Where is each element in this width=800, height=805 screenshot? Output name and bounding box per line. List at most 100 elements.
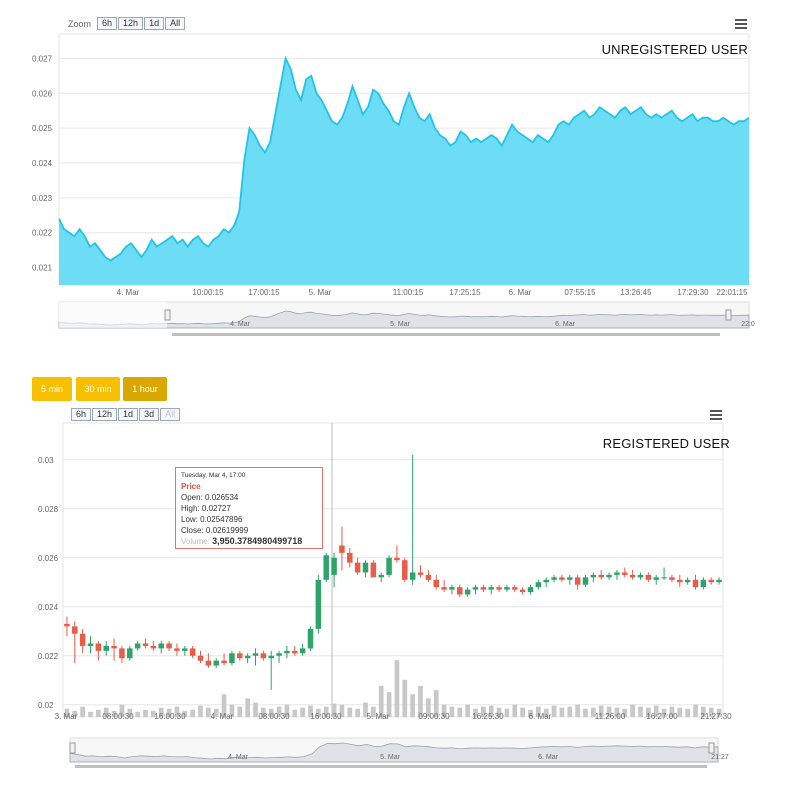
candle-up — [268, 655, 274, 659]
hamburger-menu-icon[interactable] — [710, 410, 722, 420]
candle-up — [103, 645, 109, 651]
zoom-1d-button[interactable]: 1d — [144, 17, 165, 30]
candle-up — [535, 582, 542, 588]
volume-bar — [559, 707, 565, 717]
volume-bar — [598, 705, 604, 717]
candle-up — [323, 555, 329, 580]
unregistered-user-label: UNREGISTERED USER — [601, 42, 748, 57]
top-x-tick-label: 17:29:30 — [677, 288, 709, 297]
candle-down — [260, 653, 267, 659]
volume-bar — [221, 694, 227, 717]
volume-bar — [465, 704, 470, 717]
candle-down — [166, 643, 172, 649]
volume-bar — [543, 708, 549, 717]
bottom-x-tick-label: 21:27:30 — [700, 712, 732, 721]
hamburger-menu-icon[interactable] — [735, 19, 747, 29]
volume-bar — [308, 705, 313, 717]
interval-5min-button[interactable]: 5 min — [32, 377, 72, 401]
candle-up — [182, 648, 188, 651]
top-navigator-x-label: 22:0 — [741, 321, 755, 328]
volume-bar — [292, 709, 298, 717]
volume-bar — [402, 679, 408, 717]
volume-bar — [591, 707, 596, 717]
top-x-tick-label: 13:26:45 — [620, 288, 652, 297]
interval-30min-button[interactable]: 30 min — [76, 377, 120, 401]
bottom-navigator-x-label: 21:27 — [711, 754, 729, 761]
candle-down — [72, 626, 78, 634]
volume-bar — [622, 708, 628, 717]
candle-up — [386, 557, 392, 575]
candle-down — [441, 587, 447, 590]
interval-1hour-button[interactable]: 1 hour — [123, 377, 167, 401]
zoom-all-button[interactable]: All — [165, 17, 186, 30]
candle-up — [684, 579, 691, 583]
candle-down — [417, 572, 424, 575]
candle-down — [354, 562, 361, 573]
candle-up — [276, 653, 282, 656]
volume-bar — [88, 711, 93, 717]
top-navigator-series — [58, 310, 750, 329]
top-y-tick-label: 0.023 — [32, 194, 53, 203]
candle-down — [79, 633, 86, 646]
volume-bar — [606, 706, 612, 717]
candle-up — [551, 577, 557, 580]
candle-down — [150, 645, 157, 649]
candle-down — [677, 579, 683, 583]
candle-down — [64, 623, 70, 627]
bottom-y-tick-label: 0.03 — [38, 456, 54, 465]
volume-bar — [386, 692, 392, 717]
top-x-tick-label: 5. Mar — [309, 288, 332, 297]
tooltip-volume-value: 3,950.3784980499718 — [212, 536, 303, 546]
volume-bar — [512, 704, 518, 717]
candle-down — [645, 574, 652, 580]
volume-bar — [198, 705, 203, 717]
zoom-all-button[interactable]: All — [160, 408, 181, 421]
volume-bar — [151, 710, 156, 717]
candle-up — [653, 577, 659, 580]
candle-down — [402, 560, 408, 580]
candle-up — [315, 579, 322, 629]
volume-bar — [347, 707, 353, 717]
candle-up — [307, 628, 314, 649]
zoom-6h-button[interactable]: 6h — [71, 408, 92, 421]
candle-down — [708, 579, 714, 583]
candle-up — [127, 648, 133, 659]
volume-bar — [614, 707, 620, 717]
candle-down — [205, 660, 212, 666]
volume-bar — [394, 660, 400, 717]
zoom-3d-button[interactable]: 3d — [139, 408, 160, 421]
volume-bar — [253, 702, 258, 717]
volume-bar — [520, 707, 525, 717]
zoom-12h-button[interactable]: 12h — [118, 17, 144, 30]
candle-up — [299, 648, 306, 654]
volume-bar — [64, 708, 70, 717]
bottom-x-tick-label: 11:26:00 — [595, 712, 626, 721]
candle-down — [496, 587, 502, 590]
top-y-tick-label: 0.027 — [32, 54, 53, 63]
volume-bar — [708, 707, 714, 717]
candle-down — [598, 574, 604, 578]
candle-up — [229, 653, 235, 664]
bottom-x-tick-label: 6. Mar — [529, 712, 552, 721]
bottom-x-tick-label: 5. Mar — [367, 712, 390, 721]
candle-down — [433, 579, 439, 588]
volume-bar — [206, 707, 211, 717]
volume-bar — [331, 703, 337, 717]
zoom-1d-button[interactable]: 1d — [118, 408, 139, 421]
zoom-6h-button[interactable]: 6h — [97, 17, 118, 30]
zoom-12h-button[interactable]: 12h — [92, 408, 118, 421]
volume-bar — [300, 707, 305, 717]
candle-up — [331, 557, 337, 575]
volume-bar — [504, 708, 510, 717]
candle-up — [716, 579, 722, 583]
top-x-tick-label: 07:55:15 — [564, 288, 596, 297]
volume-bar — [473, 708, 478, 717]
candle-up — [590, 574, 597, 578]
candle-down — [347, 552, 353, 563]
volume-bar — [80, 706, 85, 717]
candle-up — [700, 579, 707, 588]
top-area-line — [58, 55, 750, 262]
candle-up — [284, 650, 290, 654]
volume-bar — [669, 706, 675, 717]
tooltip-close: Close: 0.02619999 — [181, 526, 249, 535]
